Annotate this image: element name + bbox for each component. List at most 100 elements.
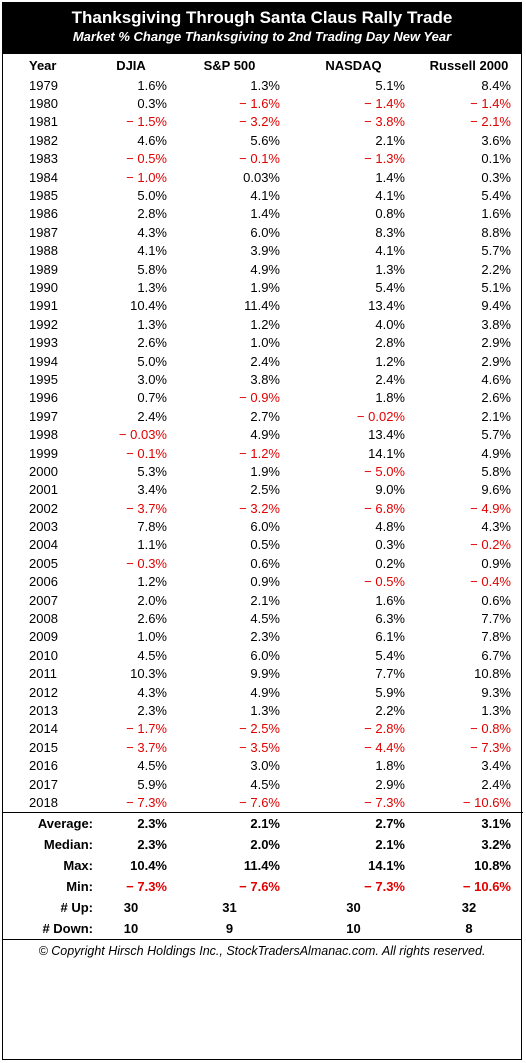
value-cell: 2.9% bbox=[375, 776, 405, 792]
summary-label: # Down: bbox=[42, 920, 93, 936]
value-cell: 4.5% bbox=[137, 647, 167, 663]
value-cell: 9.0% bbox=[375, 482, 405, 498]
table-row: 1996 0.7% − 0.9% 1.8% 2.6% bbox=[3, 389, 523, 407]
value-cell: 5.4% bbox=[481, 188, 511, 204]
value-cell: 0.03% bbox=[243, 169, 280, 185]
value-cell: − 0.02% bbox=[356, 408, 405, 424]
value-cell: 7.8% bbox=[481, 629, 511, 645]
value-cell: − 3.5% bbox=[239, 739, 280, 755]
value-cell: 0.7% bbox=[137, 390, 167, 406]
yearly-returns-table: Year DJIA S&P 500 NASDAQ Russell 2000 19… bbox=[3, 54, 523, 939]
value-cell: − 0.5% bbox=[364, 574, 405, 590]
table-row: 2017 5.9% 4.5% 2.9% 2.4% bbox=[3, 775, 523, 793]
value-cell: 2.1% bbox=[250, 592, 280, 608]
value-cell: 6.7% bbox=[481, 647, 511, 663]
year-cell: 1982 bbox=[29, 132, 58, 148]
value-cell: 6.0% bbox=[250, 224, 280, 240]
year-cell: 1999 bbox=[29, 445, 58, 461]
year-cell: 2003 bbox=[29, 519, 58, 535]
value-cell: 4.9% bbox=[481, 445, 511, 461]
value-cell: 4.5% bbox=[250, 611, 280, 627]
summary-value: 32 bbox=[461, 899, 477, 915]
value-cell: 2.1% bbox=[375, 132, 405, 148]
table-row: 1988 4.1% 3.9% 4.1% 5.7% bbox=[3, 242, 523, 260]
value-cell: − 6.8% bbox=[364, 500, 405, 516]
summary-row: Min: − 7.3% − 7.6% − 7.3% − 10.6% bbox=[3, 876, 523, 897]
value-cell: − 3.7% bbox=[126, 500, 167, 516]
year-cell: 2017 bbox=[29, 776, 58, 792]
value-cell: 6.0% bbox=[250, 647, 280, 663]
summary-value: − 7.6% bbox=[239, 878, 280, 894]
table-row: 1987 4.3% 6.0% 8.3% 8.8% bbox=[3, 223, 523, 241]
value-cell: 4.6% bbox=[137, 132, 167, 148]
value-cell: 14.1% bbox=[368, 445, 405, 461]
value-cell: 9.3% bbox=[481, 684, 511, 700]
value-cell: 1.6% bbox=[375, 592, 405, 608]
value-cell: − 3.2% bbox=[239, 114, 280, 130]
summary-label: Max: bbox=[63, 857, 93, 873]
value-cell: 0.8% bbox=[375, 206, 405, 222]
value-cell: − 3.8% bbox=[364, 114, 405, 130]
table-row: 2007 2.0% 2.1% 1.6% 0.6% bbox=[3, 591, 523, 609]
value-cell: − 1.4% bbox=[470, 96, 511, 112]
table-row: 2003 7.8% 6.0% 4.8% 4.3% bbox=[3, 517, 523, 535]
summary-value: 10.8% bbox=[474, 857, 511, 873]
value-cell: 1.3% bbox=[375, 261, 405, 277]
value-cell: − 0.1% bbox=[239, 151, 280, 167]
value-cell: − 1.6% bbox=[239, 96, 280, 112]
value-cell: 2.6% bbox=[137, 335, 167, 351]
value-cell: 4.3% bbox=[137, 224, 167, 240]
value-cell: − 2.8% bbox=[364, 721, 405, 737]
summary-value: 30 bbox=[123, 899, 139, 915]
value-cell: − 10.6% bbox=[462, 794, 511, 810]
value-cell: 0.6% bbox=[481, 592, 511, 608]
value-cell: 0.9% bbox=[481, 555, 511, 571]
table-row: 2004 1.1% 0.5% 0.3% − 0.2% bbox=[3, 536, 523, 554]
table-row: 1994 5.0% 2.4% 1.2% 2.9% bbox=[3, 352, 523, 370]
table-subtitle: Market % Change Thanksgiving to 2nd Trad… bbox=[72, 29, 452, 44]
table-row: 2015 − 3.7% − 3.5% − 4.4% − 7.3% bbox=[3, 738, 523, 756]
value-cell: 0.2% bbox=[375, 555, 405, 571]
value-cell: 1.2% bbox=[250, 316, 280, 332]
summary-row: # Up: 30 31 30 32 bbox=[3, 897, 523, 918]
value-cell: 9.9% bbox=[250, 666, 280, 682]
summary-row: # Down: 10 9 10 8 bbox=[3, 918, 523, 939]
value-cell: 1.8% bbox=[375, 758, 405, 774]
summary-value: 3.1% bbox=[415, 811, 523, 834]
value-cell: − 7.3% bbox=[364, 794, 405, 810]
value-cell: 4.3% bbox=[137, 684, 167, 700]
value-cell: 11.4% bbox=[244, 298, 280, 314]
table-row: 2016 4.5% 3.0% 1.8% 3.4% bbox=[3, 756, 523, 774]
year-cell: 1990 bbox=[29, 279, 58, 295]
summary-rows: Average: 2.3% 2.1% 2.7% 3.1% Median: 2.3% 2.0% 2… bbox=[3, 811, 523, 939]
value-cell: 1.3% bbox=[481, 702, 511, 718]
summary-label: Median: bbox=[43, 836, 93, 852]
table-header: Thanksgiving Through Santa Claus Rally T… bbox=[3, 3, 521, 54]
year-cell: 1986 bbox=[29, 206, 58, 222]
value-cell: 0.1% bbox=[481, 151, 511, 167]
table-row: 1980 0.3% − 1.6% − 1.4% − 1.4% bbox=[3, 94, 523, 112]
year-cell: 2008 bbox=[29, 611, 58, 627]
value-cell: − 1.0% bbox=[126, 169, 167, 185]
year-cell: 1988 bbox=[29, 243, 58, 259]
summary-row: Average: 2.3% 2.1% 2.7% 3.1% bbox=[3, 811, 523, 834]
year-cell: 2012 bbox=[29, 684, 58, 700]
value-cell: 2.6% bbox=[137, 611, 167, 627]
value-cell: 1.2% bbox=[375, 353, 405, 369]
value-cell: 3.9% bbox=[250, 243, 280, 259]
value-cell: 8.4% bbox=[481, 77, 511, 93]
summary-row: Max: 10.4% 11.4% 14.1% 10.8% bbox=[3, 855, 523, 876]
value-cell: 5.9% bbox=[137, 776, 167, 792]
table-row: 2018 − 7.3% − 7.6% − 7.3% − 10.6% bbox=[3, 793, 523, 812]
copyright-footer: © Copyright Hirsch Holdings Inc., StockT… bbox=[3, 938, 521, 962]
table-row: 1991 10.4% 11.4% 13.4% 9.4% bbox=[3, 297, 523, 315]
year-cell: 1993 bbox=[29, 335, 58, 351]
value-cell: 8.3% bbox=[375, 224, 405, 240]
value-cell: 4.6% bbox=[481, 371, 511, 387]
value-cell: 1.0% bbox=[137, 629, 167, 645]
year-cell: 1980 bbox=[29, 96, 58, 112]
year-cell: 2004 bbox=[29, 537, 58, 553]
value-cell: 1.9% bbox=[250, 463, 280, 479]
value-cell: 7.8% bbox=[137, 519, 167, 535]
